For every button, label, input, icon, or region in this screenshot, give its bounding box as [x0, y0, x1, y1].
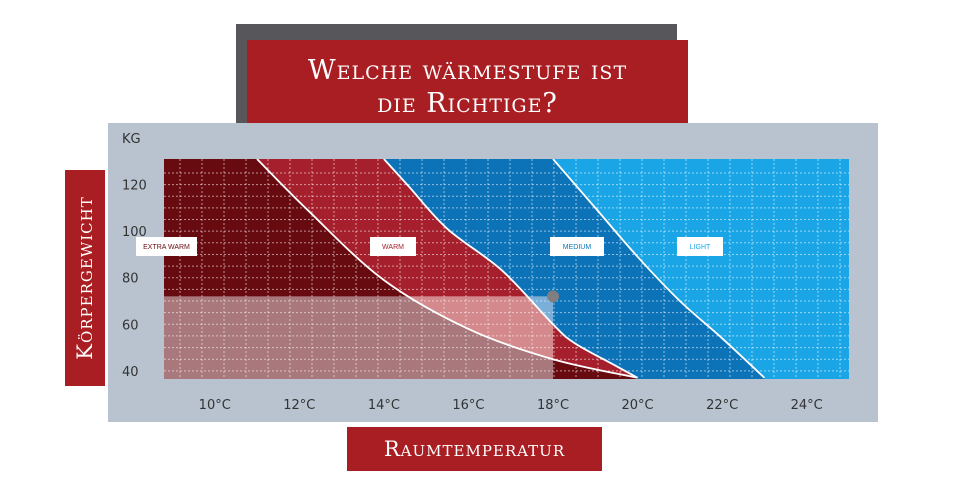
marker-point: [547, 290, 560, 303]
axes-layer: KG 40 60 80 100 120 10°C 12°C 14°C 16°C 18°C 20°C 22…: [122, 132, 823, 413]
x-tick-label: 20°C: [622, 398, 654, 413]
marker-layer: [547, 290, 560, 303]
y-tick-label: 60: [122, 318, 139, 333]
title-line-1: Welche wärmestufe ist: [307, 54, 628, 86]
y-axis-unit: KG: [122, 132, 141, 147]
x-tick-label: 12°C: [283, 398, 315, 413]
title-line-2: die Richtige?: [377, 87, 558, 119]
y-axis-label-box: [65, 170, 105, 386]
grid-layer: [164, 159, 849, 379]
x-tick-label: 10°C: [199, 398, 231, 413]
boundary-curve-2: [383, 159, 639, 379]
y-tick-label: 40: [122, 365, 139, 380]
boundary-curve-1: [256, 159, 638, 379]
curve-layer: [256, 159, 766, 379]
zone-label-layer: EXTRA WARM WARM MEDIUM LIGHT: [136, 237, 723, 256]
zone-label-box: [370, 237, 416, 256]
y-axis-label: Körpergewicht: [73, 196, 97, 360]
x-tick-label: 16°C: [452, 398, 484, 413]
boundary-curve-3: [552, 159, 766, 379]
zone-label-box: [136, 237, 197, 256]
zone-label-box: [677, 237, 723, 256]
y-tick-label: 120: [122, 179, 147, 194]
zone-label: LIGHT: [690, 244, 711, 251]
x-tick-label: 22°C: [706, 398, 738, 413]
x-tick-label: 24°C: [791, 398, 823, 413]
zone-label: EXTRA WARM: [143, 244, 190, 251]
x-axis-label-text: Raumtemperatur: [383, 437, 566, 461]
chart-title: Welche wärmestufe ist die Richtige?: [247, 40, 688, 133]
chart-panel: EXTRA WARM WARM MEDIUM LIGHT KG 40 60 80 100 120…: [108, 123, 878, 422]
x-tick-label: 14°C: [368, 398, 400, 413]
zone-label-box: [550, 237, 604, 256]
zone-label: WARM: [382, 244, 404, 251]
y-tick-label: 80: [122, 272, 139, 287]
x-axis-label: Raumtemperatur: [347, 427, 602, 471]
zone-label: MEDIUM: [563, 244, 592, 251]
chart-svg: EXTRA WARM WARM MEDIUM LIGHT KG 40 60 80 100 120…: [122, 132, 849, 413]
y-tick-label: 100: [122, 225, 147, 240]
x-tick-label: 18°C: [537, 398, 569, 413]
